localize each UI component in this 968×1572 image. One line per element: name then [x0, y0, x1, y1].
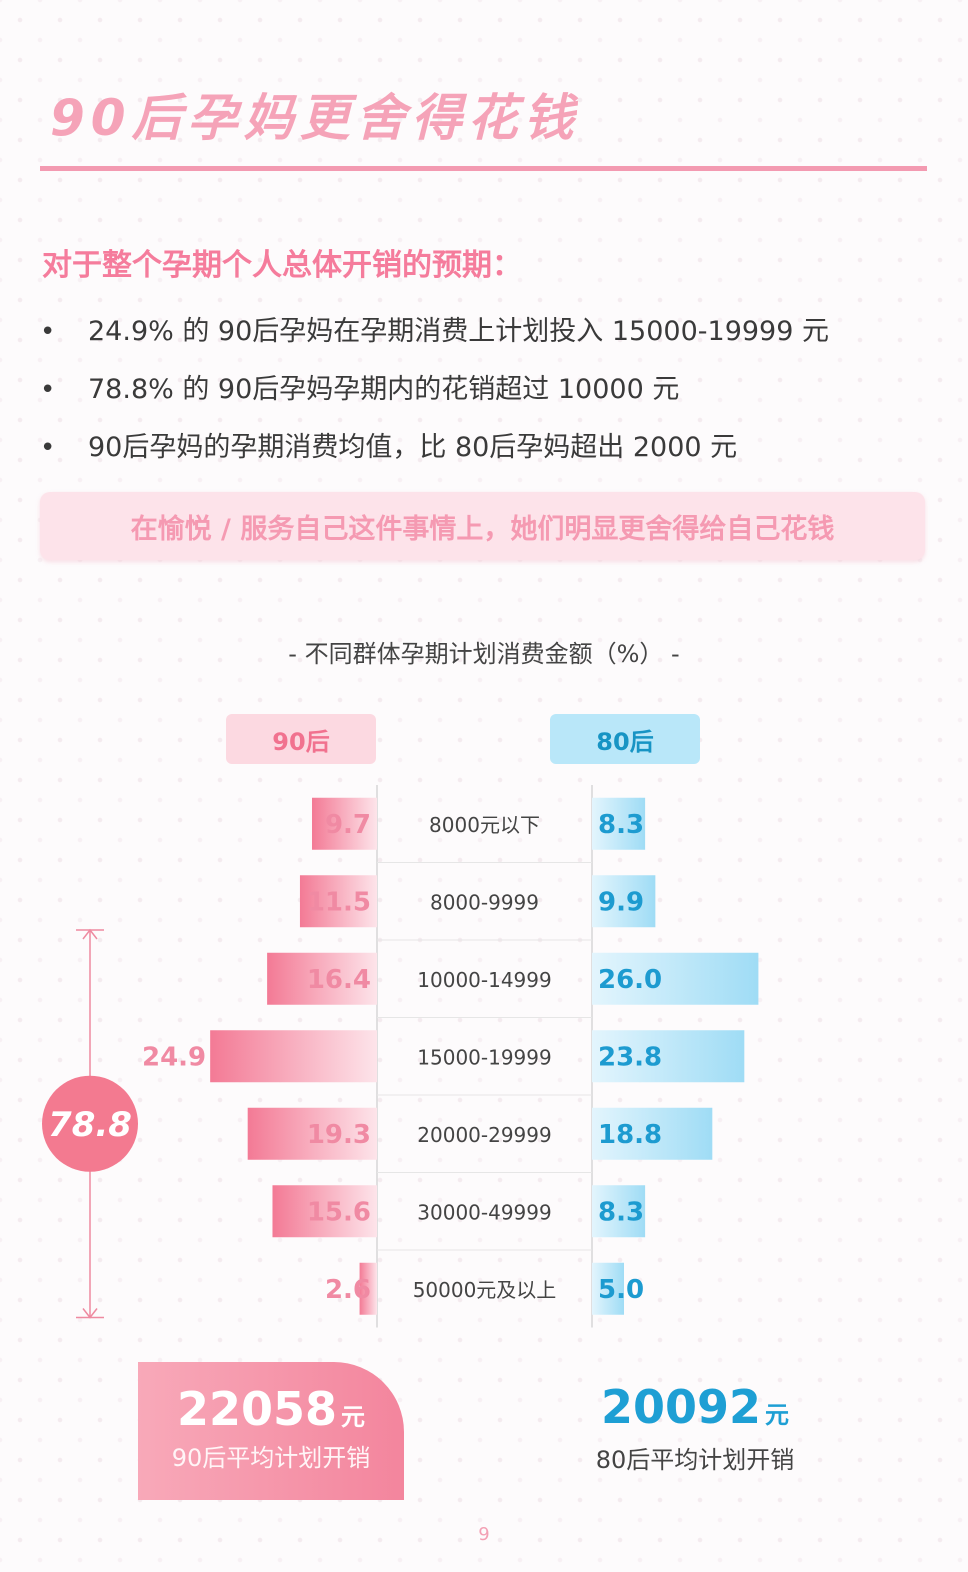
arrow-down-icon — [82, 1308, 98, 1319]
value-label-80s: 26.0 — [598, 965, 662, 995]
value-label-90s: 2.6 — [325, 1275, 371, 1305]
value-label-80s: 8.3 — [598, 810, 644, 840]
chart-title: - 不同群体孕期计划消费金额（%） - — [288, 640, 680, 668]
avg-80s-value: 20092 — [600, 1380, 762, 1434]
value-label-90s: 15.6 — [307, 1197, 371, 1227]
category-label: 50000元及以上 — [413, 1278, 557, 1302]
category-label: 8000元以下 — [429, 813, 540, 837]
bar-90s — [299, 875, 377, 928]
bar-80s — [592, 797, 646, 850]
legend-90s: 90后 — [226, 714, 376, 764]
avg-90s-label: 90后平均计划开销 — [171, 1444, 371, 1472]
bar-80s — [592, 1262, 624, 1315]
spending-butterfly-chart: 8000元以下 9.7 8.3 8000-9999 11.5 9.9 10000-14999… — [42, 785, 759, 1328]
value-label-80s: 5.0 — [598, 1275, 644, 1305]
list-item: • 24.9% 的 90后孕妈在孕期消费上计划投入 15000-19999 元 — [40, 308, 829, 366]
bracket-total-circle — [42, 1075, 138, 1172]
avg-90s-card: 22058 元 90后平均计划开销 — [138, 1362, 404, 1500]
value-label-90s: 19.3 — [307, 1120, 371, 1150]
category-label: 15000-19999 — [417, 1045, 551, 1069]
bar-90s — [359, 1262, 377, 1315]
bullet-icon: • — [40, 375, 56, 405]
finding-text: 90后孕妈的孕期消费均值，比 80后孕妈超出 2000 元 — [88, 432, 738, 463]
value-label-90s: 11.5 — [307, 887, 371, 917]
value-label-80s: 8.3 — [598, 1197, 644, 1227]
finding-text: 24.9% 的 90后孕妈在孕期消费上计划投入 15000-19999 元 — [88, 316, 829, 347]
bar-90s — [247, 1107, 377, 1160]
findings-list: • 24.9% 的 90后孕妈在孕期消费上计划投入 15000-19999 元 •… — [40, 308, 829, 482]
avg-80s-label: 80后平均计划开销 — [595, 1446, 795, 1474]
list-item: • 90后孕妈的孕期消费均值，比 80后孕妈超出 2000 元 — [40, 424, 829, 482]
value-label-90s: 16.4 — [307, 965, 371, 995]
finding-text: 78.8% 的 90后孕妈孕期内的花销超过 10000 元 — [88, 374, 680, 405]
avg-80s-card: 20092 元 80后平均计划开销 — [560, 1380, 830, 1475]
bar-90s — [210, 1030, 377, 1083]
bar-90s — [267, 952, 377, 1005]
bar-80s — [592, 1185, 646, 1238]
bar-90s — [272, 1185, 377, 1238]
avg-80s-unit: 元 — [765, 1401, 790, 1429]
bullet-icon: • — [40, 317, 56, 347]
legend-80s: 80后 — [550, 714, 700, 764]
page-number: 9 — [478, 1524, 490, 1545]
page-title: 90后孕妈更舍得花钱 — [50, 89, 580, 147]
value-label-90s: 9.7 — [325, 810, 371, 840]
value-label-80s: 9.9 — [598, 887, 644, 917]
category-label: 10000-14999 — [417, 968, 551, 992]
arrow-up-icon — [82, 928, 98, 940]
avg-90s-value: 22058 — [176, 1382, 338, 1436]
section-subtitle: 对于整个孕期个人总体开销的预期： — [42, 248, 522, 283]
bullet-icon: • — [40, 433, 56, 463]
list-item: • 78.8% 的 90后孕妈孕期内的花销超过 10000 元 — [40, 366, 829, 424]
bar-80s — [592, 1030, 745, 1083]
value-label-80s: 23.8 — [598, 1042, 662, 1072]
value-label-80s: 18.8 — [598, 1120, 662, 1150]
bar-80s — [592, 1107, 713, 1160]
category-label: 8000-9999 — [430, 890, 539, 914]
highlight-banner: 在愉悦 / 服务自己这件事情上，她们明显更舍得给自己花钱 — [40, 492, 925, 560]
bar-80s — [592, 875, 656, 928]
value-label-90s: 24.9 — [142, 1042, 206, 1072]
avg-90s-unit: 元 — [341, 1403, 366, 1431]
title-divider — [40, 166, 927, 171]
bracket-total-label: 78.8 — [48, 1105, 132, 1145]
bar-90s — [312, 797, 377, 850]
category-label: 20000-29999 — [417, 1123, 551, 1147]
category-label: 30000-49999 — [417, 1200, 551, 1224]
bar-80s — [592, 952, 759, 1005]
